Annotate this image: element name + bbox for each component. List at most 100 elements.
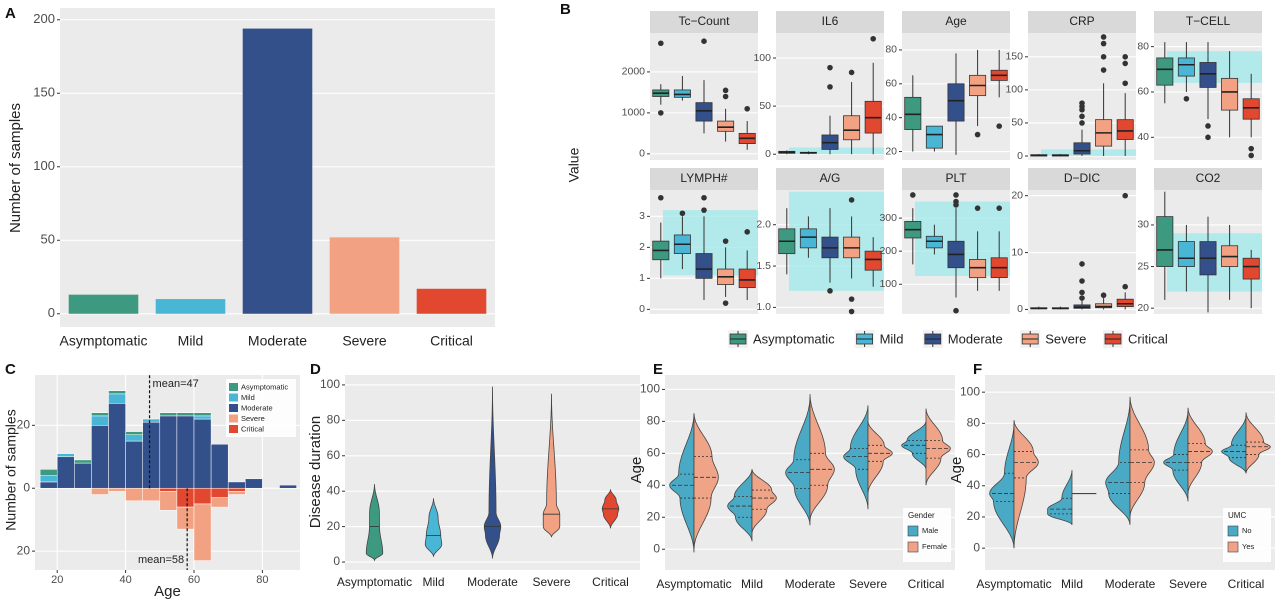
reference-range [788, 147, 884, 155]
y-tick-label: 80 [327, 413, 341, 427]
violin-half [693, 413, 719, 550]
box [904, 96, 922, 130]
histogram-bar [176, 487, 195, 508]
outlier [848, 69, 855, 76]
y-tick-label: 300 [879, 212, 897, 224]
y-tick-label: 0 [973, 540, 980, 554]
violin [483, 386, 502, 559]
x-tick-label: Mild [741, 577, 763, 591]
facet-strip [1154, 168, 1262, 190]
histogram-bar [159, 487, 178, 492]
histogram-bar [176, 412, 195, 417]
histogram-bar [193, 487, 212, 505]
bar [155, 299, 226, 314]
facet-strip [1154, 11, 1262, 33]
legend-label: Male [922, 526, 938, 535]
histogram-bar [142, 421, 161, 489]
y-tick-label: 20 [1137, 302, 1149, 314]
panel-label: D [310, 361, 321, 378]
outlier [910, 192, 916, 198]
outlier [1122, 283, 1128, 290]
outlier [827, 84, 833, 90]
legend-title: Gender [908, 511, 935, 520]
y-tick-label: 80 [647, 414, 661, 428]
legend-swatch [229, 414, 238, 423]
box [1177, 241, 1195, 267]
box [1116, 119, 1134, 140]
outlier [1079, 278, 1085, 284]
outlier [848, 296, 855, 302]
outlier [744, 229, 750, 235]
histogram-bar [193, 418, 212, 489]
facet-title: LYMPH# [680, 171, 727, 185]
outlier [1079, 113, 1085, 120]
x-tick-label: Critical [908, 577, 945, 591]
legend-swatch [229, 404, 238, 412]
outlier [996, 123, 1002, 129]
legend-label: Moderate [948, 331, 1003, 346]
histogram-bar [159, 415, 178, 489]
legend-swatch [907, 541, 919, 553]
violin [365, 484, 384, 562]
outlier [1122, 54, 1128, 60]
outlier [1122, 60, 1128, 67]
histogram-bar [176, 506, 195, 530]
histogram-bar [74, 462, 92, 489]
legend-swatch [229, 393, 238, 402]
box [969, 259, 987, 279]
box [925, 125, 943, 149]
outlier [722, 87, 729, 94]
y-tick-label: 10 [1011, 246, 1023, 258]
histogram-bar [227, 487, 246, 492]
outlier [870, 35, 876, 42]
legend-label: Moderate [241, 403, 273, 412]
violin-half [809, 394, 835, 521]
facet-strip [776, 11, 884, 33]
histogram-bar [91, 487, 109, 495]
histogram-bar [56, 453, 75, 458]
box [1073, 142, 1091, 155]
legend-swatch [1227, 525, 1239, 537]
x-tick-label: Critical [1228, 577, 1265, 591]
y-tick-label: 50 [1011, 117, 1023, 129]
outlier [1205, 134, 1211, 141]
y-axis-title: Number of samples [7, 103, 24, 233]
violin [424, 498, 443, 557]
box [925, 235, 943, 249]
annotation: mean=47 [153, 378, 199, 390]
y-tick-label: 2 [639, 241, 645, 253]
box [843, 115, 861, 141]
legend-label: Mild [880, 331, 904, 346]
outlier [658, 110, 664, 116]
violin-half [727, 469, 753, 542]
histogram-bar [227, 481, 246, 489]
violin-half [1105, 399, 1131, 525]
panel-label: E [653, 361, 663, 378]
y-axis-title: Number of samples [3, 409, 19, 530]
histogram-bar [108, 487, 126, 492]
y-tick-label: 0 [765, 148, 771, 160]
facet-title: Tc−Count [678, 14, 730, 28]
histogram-bar [176, 415, 195, 489]
y-tick-label: 80 [1137, 40, 1149, 52]
outlier [722, 238, 729, 244]
outlier [1079, 100, 1085, 106]
facet-strip [1028, 168, 1136, 190]
outlier [1079, 120, 1085, 126]
histogram-bar [142, 418, 161, 423]
x-tick-label: Severe [532, 575, 570, 589]
y-tick-label: 0 [48, 305, 55, 320]
outlier [701, 207, 707, 213]
outlier [701, 194, 707, 201]
outlier [1100, 292, 1107, 299]
histogram-bar [142, 487, 161, 502]
outlier [1100, 34, 1107, 40]
y-tick-label: 40 [647, 477, 661, 491]
outlier [658, 194, 664, 201]
y-tick-label: 60 [967, 447, 981, 461]
facet-title: A/G [820, 171, 841, 185]
outlier [722, 93, 729, 100]
y-tick-label: 100 [640, 382, 660, 396]
histogram-bar [125, 431, 143, 436]
